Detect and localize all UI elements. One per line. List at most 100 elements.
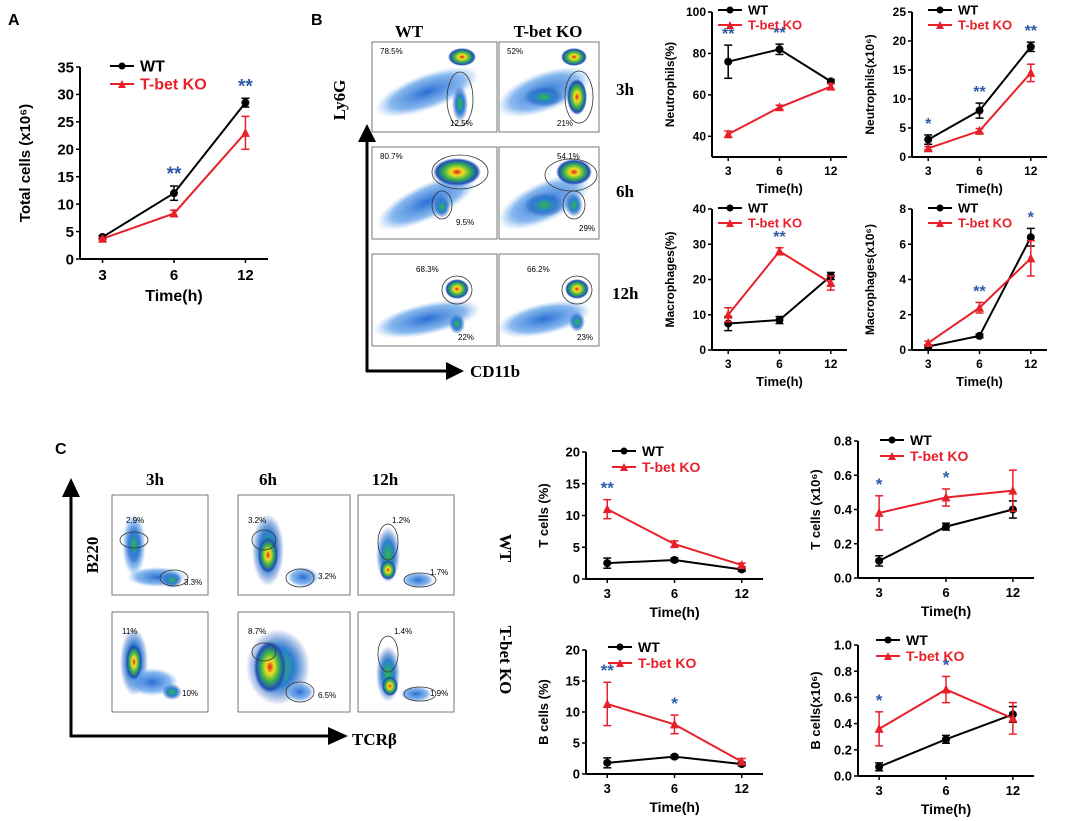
y-tick-label: 40: [693, 202, 707, 216]
flow-b-y-axis-label: Ly6G: [330, 80, 349, 121]
y-tick-label: 80: [693, 47, 707, 61]
x-axis-label: Time(h): [956, 374, 1003, 389]
flow-c-col-6h: 6h: [259, 470, 278, 489]
data-point: [724, 57, 733, 66]
y-tick-label: 10: [893, 92, 907, 106]
flow-b-pct: 80.7%: [380, 152, 403, 161]
data-point: [775, 102, 784, 112]
x-tick-label: 6: [170, 267, 178, 284]
data-point: [875, 762, 884, 771]
y-axis-label: Neutrophils(%): [663, 42, 677, 127]
y-tick-label: 0.0: [834, 769, 852, 784]
flow-cytometry-c: 3h 6h 12h WT T-bet KO B220 TCRβ 2.9% 3.3…: [62, 470, 515, 749]
flow-cytometry-b: WT T-bet KO 3h 6h 12h Ly6G CD11b 78.5% 1…: [330, 22, 639, 381]
flow-c-plot-ko-6h: 8.7% 6.5%: [237, 611, 351, 713]
flow-b-pct: 12.5%: [450, 119, 473, 128]
data-point: [603, 758, 612, 767]
flow-c-pct: 10%: [182, 689, 198, 698]
y-tick-label: 0.6: [834, 690, 852, 705]
y-tick-label: 15: [57, 169, 74, 186]
flow-c-pct: 2.9%: [126, 516, 144, 525]
significance-stars: *: [925, 116, 932, 133]
flow-c-pct: 1.7%: [430, 568, 448, 577]
x-tick-label: 12: [1006, 783, 1020, 798]
y-tick-label: 0: [573, 572, 580, 587]
data-point: [775, 316, 784, 325]
y-tick-label: 0.4: [834, 502, 853, 517]
x-tick-label: 3: [725, 164, 732, 178]
legend-label: WT: [910, 432, 932, 448]
x-tick-label: 3: [925, 357, 932, 371]
x-axis-label: Time(h): [756, 181, 803, 196]
flow-c-row-ko: T-bet KO: [496, 626, 515, 695]
legend-marker: [936, 6, 944, 14]
flow-b-col-wt: WT: [395, 22, 424, 41]
y-tick-label: 0.6: [834, 468, 852, 483]
y-tick-label: 10: [566, 508, 580, 523]
data-point: [942, 735, 950, 744]
data-point: [975, 331, 984, 340]
flow-c-pct: 1.2%: [392, 516, 410, 525]
flow-c-plot-wt-3h: 2.9% 3.3%: [111, 494, 209, 596]
legend-label: T-bet KO: [906, 648, 964, 664]
y-axis-label: Total cells (x10⁶): [17, 104, 34, 222]
flow-b-plot-wt-3h: 78.5% 12.5%: [371, 41, 498, 133]
y-axis-label: B cells (%): [536, 679, 551, 745]
legend-label: T-bet KO: [748, 18, 802, 33]
data-point: [775, 45, 784, 54]
flow-c-plot-wt-6h: 3.2% 3.2%: [237, 494, 351, 596]
data-point: [923, 143, 933, 153]
flow-c-x-arrowhead: [328, 727, 348, 745]
legend-label: T-bet KO: [958, 216, 1012, 231]
significance-stars: **: [973, 283, 986, 300]
y-axis-label: T cells (x10⁶): [808, 469, 823, 549]
x-tick-label: 6: [671, 781, 678, 796]
y-tick-label: 20: [893, 34, 907, 48]
flow-b-y-arrowhead: [358, 124, 376, 142]
legend-label: T-bet KO: [910, 448, 968, 464]
legend-label: T-bet KO: [748, 216, 802, 231]
legend-label: T-bet KO: [638, 655, 696, 671]
data-point: [826, 278, 836, 288]
flow-c-pct: 3.2%: [248, 516, 266, 525]
flow-c-pct: 1.4%: [394, 627, 412, 636]
y-tick-label: 5: [899, 121, 906, 135]
y-tick-label: 0.8: [834, 664, 852, 679]
y-tick-label: 0.8: [834, 434, 852, 449]
panel-label-b: B: [311, 12, 323, 29]
legend-marker: [726, 204, 734, 212]
flow-c-y-arrowhead: [62, 478, 80, 497]
flow-b-pct: 23%: [577, 333, 593, 342]
y-tick-label: 20: [57, 142, 74, 159]
significance-stars: **: [722, 26, 735, 43]
data-point: [602, 698, 612, 708]
series-line: [727, 249, 832, 316]
panel-label-a: A: [8, 12, 20, 29]
data-point: [975, 125, 984, 135]
data-point: [737, 756, 747, 766]
data-point: [1008, 485, 1018, 495]
flow-b-pct: 21%: [557, 119, 573, 128]
y-tick-label: 30: [57, 87, 74, 104]
x-axis-label: Time(h): [649, 604, 699, 620]
legend-label: WT: [140, 59, 165, 76]
series-line: [927, 257, 1032, 344]
y-tick-label: 0: [66, 251, 74, 268]
legend-marker: [936, 219, 944, 227]
y-tick-label: 35: [57, 59, 74, 76]
flow-b-row-3h: 3h: [616, 80, 635, 99]
x-tick-label: 12: [1006, 585, 1020, 600]
flow-c-row-wt: WT: [496, 534, 515, 563]
y-tick-label: 8: [899, 202, 906, 216]
y-tick-label: 5: [573, 736, 580, 751]
legend-marker: [888, 436, 896, 444]
flow-c-plot-ko-12h: 1.4% 1.9%: [357, 611, 455, 713]
legend-marker: [726, 219, 734, 227]
x-tick-label: 3: [98, 267, 106, 284]
chart-t-cells-pct: 0 5 10 15 20 3 6 12 Time(h) T cells (%) ** WTT-bet …: [536, 443, 763, 620]
data-point: [1026, 233, 1035, 242]
x-tick-label: 3: [876, 783, 883, 798]
y-tick-label: 25: [57, 114, 74, 131]
